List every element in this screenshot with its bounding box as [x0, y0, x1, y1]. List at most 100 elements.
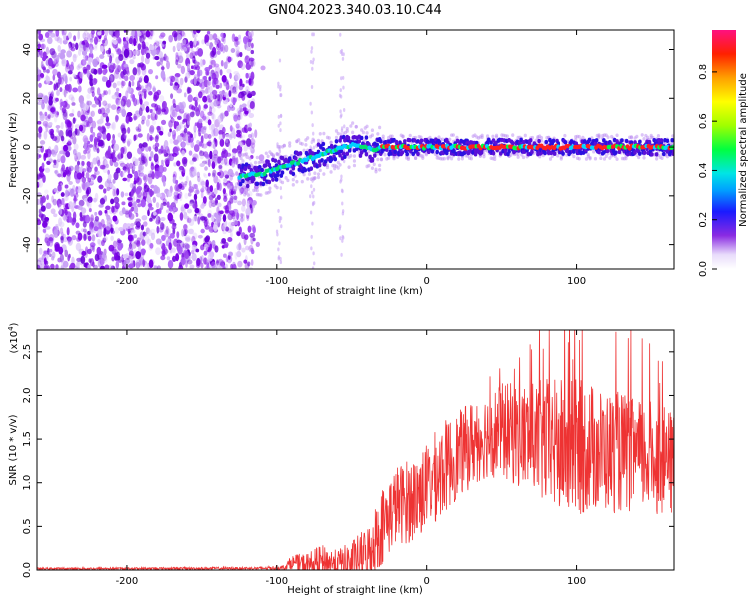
heatmap-noise-cell	[101, 93, 105, 98]
heatmap-noise-cell	[280, 195, 283, 200]
heatmap-noise-cell	[228, 90, 232, 97]
heatmap-noise-cell	[219, 69, 223, 76]
heatmap-noise-cell	[223, 195, 228, 203]
heatmap-noise-cell	[91, 120, 97, 129]
heatmap-noise-cell	[203, 243, 209, 252]
heatmap-noise-cell	[227, 168, 234, 177]
heatmap-noise-cell	[73, 35, 77, 42]
heatmap-noise-cell	[37, 217, 41, 222]
heatmap-halo-cell	[268, 189, 272, 194]
heatmap-noise-cell	[311, 60, 315, 65]
heatmap-noise-cell	[246, 199, 253, 204]
heatmap-noise-cell	[249, 232, 256, 238]
heatmap-noise-cell	[222, 170, 229, 178]
heatmap-noise-cell	[118, 93, 122, 98]
heatmap-noise-cell	[249, 144, 254, 151]
heatmap-noise-cell	[58, 77, 62, 85]
heatmap-noise-cell	[278, 149, 282, 154]
heatmap-band-cell	[341, 134, 346, 140]
heatmap-noise-cell	[44, 95, 49, 104]
heatmap-noise-cell	[179, 192, 183, 202]
heatmap-noise-cell	[183, 112, 189, 119]
heatmap-noise-cell	[92, 58, 98, 68]
heatmap-noise-cell	[160, 255, 166, 261]
heatmap-band-cell	[426, 149, 431, 155]
heatmap-band-cell	[345, 151, 350, 156]
heatmap-noise-cell	[191, 157, 197, 162]
heatmap-noise-cell	[79, 71, 84, 79]
heatmap-noise-cell	[241, 140, 246, 146]
heatmap-noise-cell	[223, 178, 228, 184]
heatmap-noise-cell	[215, 37, 220, 43]
heatmap-noise-cell	[198, 118, 203, 124]
heatmap-noise-cell	[161, 149, 167, 154]
snr-frame	[36, 329, 675, 571]
heatmap-noise-cell	[178, 165, 184, 171]
heatmap-noise-cell	[152, 196, 157, 203]
heatmap-noise-cell	[62, 88, 66, 96]
heatmap-noise-cell	[165, 225, 169, 235]
colorbar-tick-label: 0.8	[698, 64, 709, 80]
heatmap-noise-cell	[56, 54, 60, 61]
heatmap-noise-cell	[243, 36, 248, 45]
heatmap-halo-cell	[448, 137, 452, 142]
heatmap-halo-cell	[642, 136, 646, 141]
heatmap-noise-cell	[101, 239, 105, 247]
heatmap-noise-cell	[200, 135, 204, 144]
heatmap-noise-cell	[78, 44, 85, 53]
heatmap-noise-cell	[137, 245, 142, 253]
heatmap-band-cell	[393, 149, 398, 155]
heatmap-noise-cell	[86, 93, 91, 100]
heatmap-halo-cell	[367, 149, 371, 154]
heatmap-noise-cell	[188, 186, 195, 193]
heatmap-noise-cell	[46, 160, 51, 165]
heatmap-noise-cell	[208, 199, 213, 209]
y-tick-label: -40	[22, 236, 33, 252]
heatmap-noise-cell	[102, 156, 107, 161]
heatmap-noise-cell	[184, 229, 188, 235]
heatmap-noise-cell	[241, 198, 246, 207]
heatmap-noise-cell	[37, 50, 41, 58]
heatmap-halo-cell	[406, 157, 411, 162]
heatmap-noise-cell	[97, 118, 104, 124]
heatmap-noise-cell	[227, 237, 233, 243]
heatmap-noise-cell	[114, 46, 119, 53]
heatmap-halo-cell	[414, 156, 418, 161]
heatmap-halo-cell	[244, 152, 249, 156]
heatmap-band-cell	[309, 166, 314, 171]
heatmap-noise-cell	[98, 184, 104, 190]
heatmap-noise-cell	[131, 241, 137, 249]
heatmap-noise-cell	[117, 132, 122, 138]
heatmap-halo-cell	[291, 183, 295, 187]
heatmap-noise-cell	[37, 148, 41, 153]
heatmap-noise-cell	[235, 50, 241, 58]
heatmap-noise-cell	[141, 239, 146, 246]
heatmap-noise-cell	[98, 204, 104, 208]
heatmap-band-cell	[662, 151, 666, 157]
heatmap-noise-cell	[239, 141, 244, 148]
heatmap-noise-cell	[60, 192, 65, 197]
heatmap-noise-cell	[100, 218, 105, 228]
heatmap-halo-cell	[457, 157, 461, 161]
heatmap-halo-cell	[556, 153, 560, 158]
heatmap-noise-cell	[99, 45, 104, 53]
heatmap-noise-cell	[103, 35, 108, 41]
heatmap-noise-cell	[112, 240, 118, 249]
heatmap-noise-cell	[170, 117, 175, 124]
heatmap-noise-cell	[176, 160, 181, 167]
heatmap-noise-cell	[97, 31, 102, 36]
heatmap-noise-cell	[129, 183, 134, 189]
heatmap-halo-cell	[334, 129, 339, 133]
heatmap-noise-cell	[104, 209, 108, 214]
heatmap-noise-cell	[239, 217, 244, 222]
heatmap-halo-cell	[606, 135, 610, 139]
heatmap-noise-cell	[342, 235, 345, 240]
heatmap-noise-cell	[237, 60, 243, 69]
heatmap-noise-cell	[184, 250, 190, 260]
heatmap-noise-cell	[83, 37, 89, 44]
heatmap-band-cell	[274, 177, 279, 182]
heatmap-noise-cell	[150, 112, 157, 121]
heatmap-band-cell	[633, 150, 637, 155]
heatmap-noise-cell	[91, 91, 95, 98]
heatmap-noise-cell	[49, 48, 56, 56]
